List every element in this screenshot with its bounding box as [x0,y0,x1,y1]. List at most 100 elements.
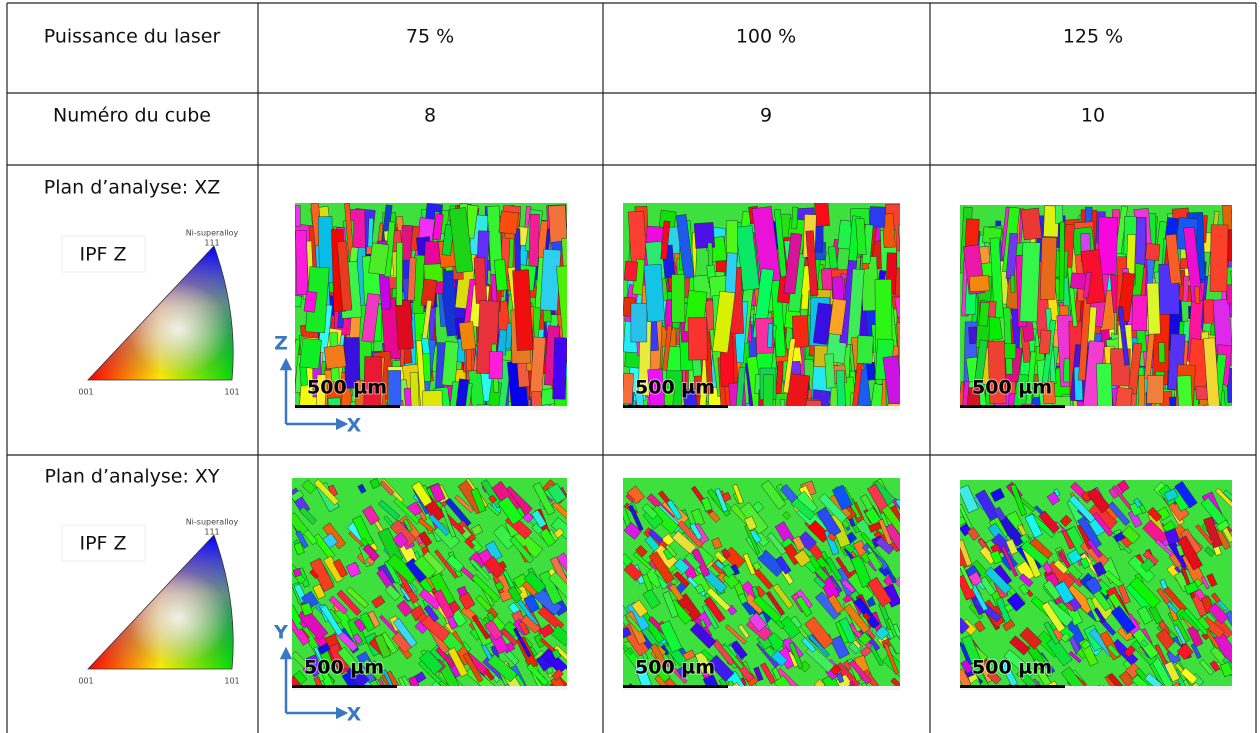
grain [379,480,395,496]
grain [627,210,648,268]
grain [1186,408,1210,410]
grain [337,646,364,676]
grain [814,203,830,227]
grain [816,506,842,538]
grain [395,242,403,306]
grain [783,232,803,295]
grain [539,527,556,547]
grain [323,344,347,370]
cell-text: 8 [424,105,436,127]
grain [832,484,853,511]
grain [295,230,309,296]
grain [659,620,683,653]
grain [1041,601,1066,633]
grain [1093,607,1106,624]
grain [446,554,465,573]
grain [623,605,629,618]
corner-label: 001 [78,388,93,397]
grain [1020,540,1049,567]
grain [899,395,900,410]
ebsd-map [295,203,567,410]
grain [1200,576,1210,590]
grain [848,409,857,410]
grain [292,689,305,690]
grain [1163,488,1179,502]
grain [1194,286,1201,304]
grain [832,276,844,301]
cell-text: 100 % [736,26,796,48]
grain [882,355,900,410]
grain [371,595,386,609]
grain [623,399,637,410]
cell-text: 125 % [1063,26,1123,48]
grain [895,498,900,517]
grain [825,556,843,582]
grain [556,264,567,342]
grain [1147,506,1163,522]
grain [1016,560,1036,582]
grain [687,317,708,361]
grain [969,275,990,292]
grain [532,482,556,516]
scale-strip [292,686,567,690]
grain [714,487,729,513]
grain [1176,535,1203,571]
grain [630,303,648,343]
grain [361,293,381,343]
grain [881,213,896,248]
grain [487,654,518,683]
grain [539,623,555,638]
grain [652,405,666,410]
grain [830,635,850,660]
grain [488,351,504,380]
grain [701,604,719,630]
scale-label: 500 µm [307,377,387,399]
grain [1080,639,1091,650]
grain [553,644,567,662]
grain [857,631,872,646]
grain [1204,546,1216,557]
grain [303,399,325,410]
grain [1203,516,1223,549]
scale-bar [292,685,397,688]
grain [497,496,524,525]
grain [753,666,764,682]
grain [474,687,490,690]
grain [384,584,402,602]
grain [676,665,689,679]
grain [471,574,501,603]
grain [751,566,774,590]
grain [874,625,890,641]
grain [851,407,871,410]
grain [361,658,384,681]
grain [987,340,1007,405]
grain [1109,689,1123,690]
grain [1146,375,1164,404]
grain [1203,337,1221,410]
grain [1005,232,1019,280]
legend-material: Ni-superalloy [186,518,239,527]
grain [475,594,492,612]
scale-strip [623,686,900,690]
grain [556,552,567,574]
grain [883,642,899,675]
grain [403,518,413,532]
grain [1174,481,1198,509]
grain [722,400,735,410]
grain [788,642,804,670]
grain [422,299,433,339]
grain [491,687,511,690]
grain [336,589,362,616]
grain [775,555,792,575]
grain [353,618,366,632]
ebsd-map [292,478,567,690]
grain [428,514,450,536]
grain [1138,375,1145,409]
grain [888,634,900,655]
grain [706,587,731,612]
grain [1053,488,1061,497]
grain [647,528,664,544]
grain [432,213,444,241]
grain [700,619,707,629]
